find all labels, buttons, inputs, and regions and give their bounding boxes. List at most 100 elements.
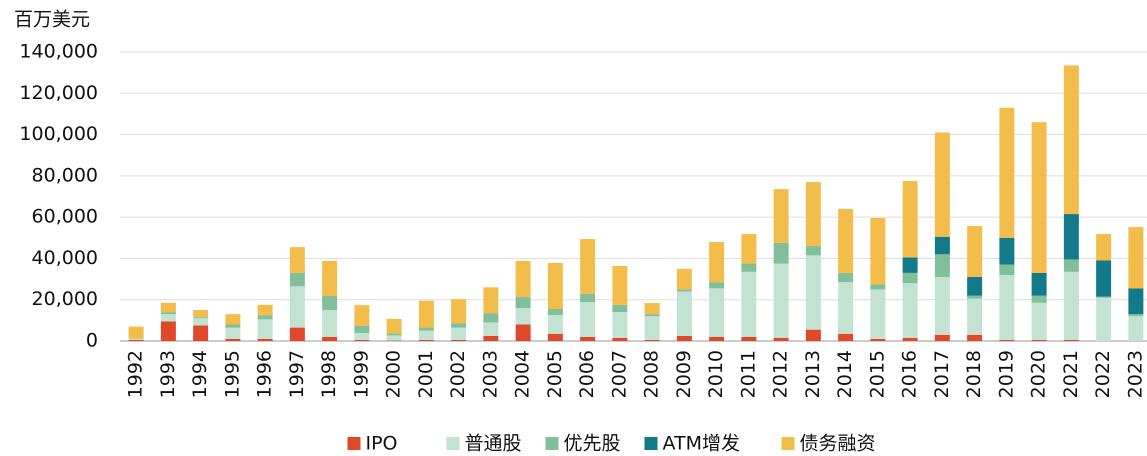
bar-segment <box>451 327 467 340</box>
y-tick-label: 100,000 <box>19 123 98 145</box>
bar-segment <box>934 277 950 335</box>
bar-segment <box>580 336 596 341</box>
bar-segment <box>225 314 241 325</box>
bar-segment <box>322 260 338 296</box>
bar-segment <box>160 312 176 315</box>
bar-segment <box>773 242 789 264</box>
bar-segment <box>741 263 757 272</box>
bar-segment <box>676 335 692 341</box>
bar-segment <box>193 310 209 318</box>
x-tick-label: 2006 <box>576 350 598 398</box>
bar-segment <box>934 254 950 278</box>
x-tick-label: 2000 <box>383 350 405 398</box>
bar-segment <box>257 338 273 341</box>
bar-segment <box>1031 302 1047 340</box>
x-tick-label: 1994 <box>189 350 211 398</box>
bar-segment <box>805 246 821 256</box>
bar-segment <box>934 334 950 341</box>
bar-segment <box>1096 260 1112 297</box>
bar-segment <box>612 266 628 305</box>
bar-segment <box>483 322 499 336</box>
bar-segment <box>580 293 596 302</box>
x-tick-label: 2008 <box>641 350 663 398</box>
bar-segment <box>418 327 434 331</box>
bar-segment <box>257 304 273 316</box>
bar-segment <box>515 324 531 341</box>
x-tick-label: 1993 <box>157 350 179 398</box>
legend-label: 优先股 <box>564 433 621 455</box>
y-axis-label: 百万美元 <box>14 9 90 31</box>
bar-segment <box>676 291 692 336</box>
x-tick-label: 2015 <box>866 350 888 398</box>
bar-segment <box>709 288 725 337</box>
x-tick-label: 2007 <box>608 350 630 398</box>
x-tick-label: 2014 <box>834 350 856 398</box>
bar-segment <box>902 257 918 273</box>
bar-segment <box>225 324 241 328</box>
x-tick-label: 2004 <box>512 350 534 398</box>
bar-segment <box>547 309 563 315</box>
bar-segment <box>128 326 144 339</box>
bar-segment <box>547 314 563 334</box>
bar-segment <box>676 289 692 292</box>
bar-segment <box>257 315 273 320</box>
bar-segment <box>612 304 628 313</box>
bar-segment <box>741 271 757 337</box>
legend-swatch <box>644 437 658 450</box>
bar-segment <box>612 337 628 341</box>
bar-segment <box>483 335 499 341</box>
legend-swatch <box>781 437 795 450</box>
bar-segment <box>967 295 983 299</box>
bar-segment <box>193 325 209 341</box>
bar-segment <box>289 327 305 341</box>
bar-segment <box>257 319 273 339</box>
bar-segment <box>580 301 596 337</box>
bar-segment <box>644 303 660 315</box>
bar-segment <box>999 107 1015 238</box>
bar-segment <box>547 262 563 310</box>
x-tick-label: 1992 <box>125 350 147 398</box>
bar-segment <box>838 282 854 334</box>
x-tick-label: 2021 <box>1060 350 1082 398</box>
bar-segment <box>193 318 209 326</box>
bar-segment <box>676 268 692 290</box>
bar-segment <box>160 314 176 322</box>
bar-segment <box>354 305 370 326</box>
bar-segment <box>773 337 789 341</box>
bar-segment <box>451 299 467 324</box>
bar-segment <box>870 217 886 285</box>
bar-segment <box>644 314 660 317</box>
bar-segment <box>354 332 370 340</box>
bar-segment <box>612 312 628 338</box>
bar-segment <box>1063 271 1079 340</box>
bar-segment <box>1031 339 1047 341</box>
x-tick-label: 2011 <box>737 350 759 398</box>
y-tick-label: 120,000 <box>19 82 98 104</box>
legend-swatch <box>545 437 559 450</box>
bar-segment <box>451 339 467 341</box>
y-tick-label: 80,000 <box>32 164 98 186</box>
bar-segment <box>838 208 854 273</box>
bar-segment <box>967 334 983 341</box>
bar-segment <box>193 317 209 319</box>
bar-segment <box>386 333 402 336</box>
x-tick-label: 2018 <box>963 350 985 398</box>
bar-segment <box>999 237 1015 265</box>
x-tick-label: 2022 <box>1092 350 1114 398</box>
bar-segment <box>741 234 757 264</box>
bar-segment <box>483 287 499 314</box>
bar-segment <box>547 333 563 341</box>
bar-segment <box>322 336 338 341</box>
bar-segment <box>515 260 531 298</box>
legend-swatch <box>446 437 460 450</box>
x-tick-label: 2012 <box>770 350 792 398</box>
bar-segment <box>967 298 983 335</box>
bar-segment <box>289 247 305 273</box>
bar-segment <box>999 274 1015 340</box>
bar-segment <box>225 327 241 339</box>
bar-segment <box>967 277 983 296</box>
bar-segment <box>483 313 499 323</box>
x-tick-label: 2017 <box>931 350 953 398</box>
bar-segment <box>1063 339 1079 341</box>
